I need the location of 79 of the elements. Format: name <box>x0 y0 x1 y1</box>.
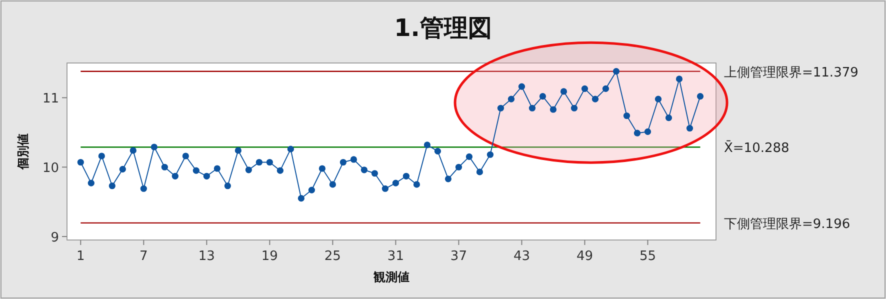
point <box>150 144 158 150</box>
point <box>570 104 578 112</box>
point <box>371 170 378 177</box>
point <box>402 172 410 180</box>
point <box>172 172 178 180</box>
y-tick-label: 10 <box>42 161 59 176</box>
point <box>88 180 94 186</box>
x-tick-label: 1 <box>76 249 85 264</box>
point <box>119 166 126 172</box>
point <box>224 182 231 190</box>
point <box>476 168 484 176</box>
point <box>550 106 557 113</box>
point <box>592 96 599 102</box>
point <box>686 124 694 132</box>
x-tick-label: 31 <box>387 249 404 264</box>
ref-line-label: 上側管理限界=11.379 <box>724 65 858 80</box>
point <box>308 186 315 194</box>
point <box>497 104 504 112</box>
point <box>634 130 641 136</box>
x-tick-label: 43 <box>513 249 530 264</box>
point <box>665 114 672 122</box>
point <box>161 164 168 170</box>
point <box>108 182 116 190</box>
point <box>382 185 388 192</box>
point <box>350 156 357 163</box>
point <box>444 176 452 182</box>
point <box>298 195 304 202</box>
point <box>466 153 473 160</box>
point <box>486 151 494 158</box>
point <box>340 158 346 166</box>
point <box>130 147 136 154</box>
point <box>434 148 442 154</box>
point <box>581 85 588 92</box>
point <box>182 152 189 160</box>
y-tick-label: 9 <box>50 230 59 246</box>
point <box>329 181 336 188</box>
y-tick-label: 11 <box>42 92 59 107</box>
point <box>518 83 526 90</box>
point <box>528 104 536 112</box>
point <box>602 85 610 92</box>
y-axis-title: 個別値 <box>16 134 30 170</box>
point <box>455 164 462 170</box>
point <box>508 96 515 102</box>
point <box>256 158 262 166</box>
point <box>140 185 147 192</box>
point <box>318 165 326 172</box>
point <box>644 128 652 136</box>
chart-title: 1.管理図 <box>394 14 492 42</box>
ref-line-label: X̄=10.288 <box>724 140 790 156</box>
x-tick-label: 37 <box>450 249 467 264</box>
point <box>392 180 399 186</box>
point <box>77 158 84 166</box>
point <box>360 166 368 174</box>
point <box>98 152 105 160</box>
point <box>560 88 568 95</box>
x-tick-label: 55 <box>639 249 656 264</box>
point <box>203 172 210 180</box>
point <box>245 166 252 174</box>
x-tick-label: 13 <box>198 249 215 264</box>
x-tick-label: 25 <box>324 249 341 264</box>
ref-line-label: 下側管理限界=9.196 <box>724 216 850 232</box>
point <box>413 181 420 188</box>
x-axis-title: 観測値 <box>372 270 410 284</box>
point <box>424 142 431 148</box>
point <box>612 68 620 75</box>
point <box>192 167 200 174</box>
point <box>676 76 683 82</box>
point <box>539 93 546 100</box>
point <box>654 96 662 102</box>
point <box>623 112 630 120</box>
x-tick-label: 7 <box>140 249 148 264</box>
point <box>287 146 294 152</box>
x-tick-label: 49 <box>576 249 594 264</box>
point <box>266 158 273 166</box>
x-tick-label: 19 <box>261 249 278 264</box>
point <box>234 147 242 154</box>
point <box>214 165 220 172</box>
point <box>696 93 704 100</box>
point <box>276 167 284 174</box>
